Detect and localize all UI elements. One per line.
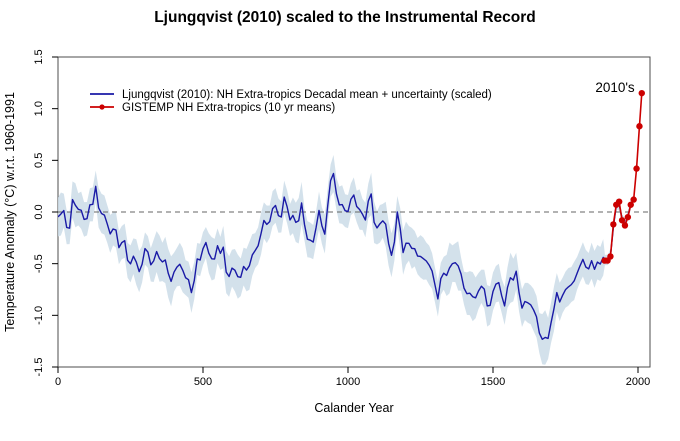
svg-text:1.5: 1.5 xyxy=(33,49,45,64)
svg-text:-1.0: -1.0 xyxy=(33,306,45,325)
svg-text:Calander Year: Calander Year xyxy=(314,401,393,415)
svg-text:0.5: 0.5 xyxy=(33,153,45,168)
svg-text:500: 500 xyxy=(194,376,212,388)
svg-text:0: 0 xyxy=(55,376,61,388)
svg-text:Ljungqvist (2010): NH Extra-tr: Ljungqvist (2010): NH Extra-tropics Deca… xyxy=(122,89,492,101)
svg-text:1.0: 1.0 xyxy=(33,101,45,116)
svg-text:Ljungqvist (2010) scaled to th: Ljungqvist (2010) scaled to the Instrume… xyxy=(154,9,536,26)
svg-text:GISTEMP NH Extra-tropics (10 y: GISTEMP NH Extra-tropics (10 yr means) xyxy=(122,102,335,114)
svg-text:2000: 2000 xyxy=(626,376,650,388)
svg-text:Temperature Anomaly (°C) w.r.t: Temperature Anomaly (°C) w.r.t. 1960-199… xyxy=(3,92,17,332)
svg-text:1000: 1000 xyxy=(336,376,360,388)
svg-text:1500: 1500 xyxy=(481,376,505,388)
svg-text:-0.5: -0.5 xyxy=(33,254,45,273)
svg-text:0.0: 0.0 xyxy=(33,204,45,219)
svg-text:-1.5: -1.5 xyxy=(33,358,45,377)
svg-text:2010's: 2010's xyxy=(595,80,635,95)
